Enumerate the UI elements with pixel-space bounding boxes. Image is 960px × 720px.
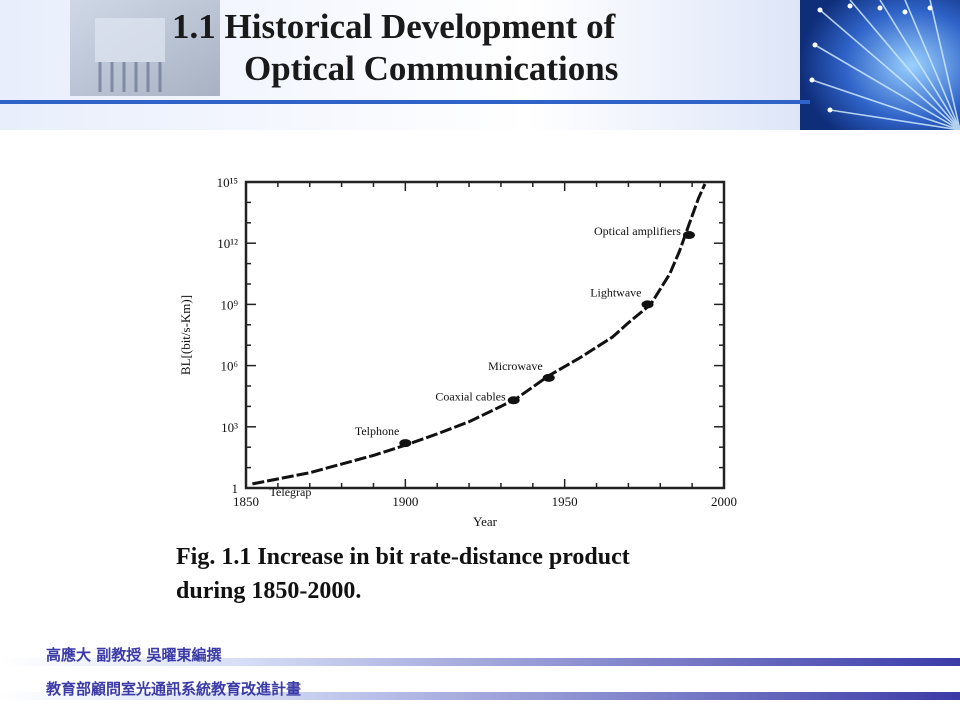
y-tick-label: 10¹² <box>217 236 238 251</box>
footer-program-line: 教育部顧問室光通訊系統教育改進計畫 <box>46 680 302 698</box>
milestone-marker <box>399 439 412 448</box>
figure-caption-line-1: Fig. 1.1 Increase in bit rate-distance p… <box>176 544 630 570</box>
circuit-chip-graphic <box>70 0 220 96</box>
y-axis-label: BL[(bit/s-Km)] <box>178 295 193 375</box>
y-tick-label: 10³ <box>221 420 238 435</box>
milestone-label: Optical amplifiers <box>594 224 681 238</box>
x-tick-label: 1950 <box>552 494 578 509</box>
slide-title-line-1: 1.1 Historical Development of <box>172 7 616 46</box>
x-axis-label: Year <box>473 514 498 529</box>
slide-title: 1.1 Historical Development of Optical Co… <box>0 6 960 90</box>
milestone-marker <box>507 396 520 405</box>
optical-fiber-bundle-graphic <box>800 0 960 130</box>
y-tick-label: 10⁶ <box>220 359 238 374</box>
y-tick-label: 1 <box>232 481 239 496</box>
figure-caption: Fig. 1.1 Increase in bit rate-distance p… <box>176 540 816 608</box>
milestone-marker <box>641 300 654 309</box>
figure-caption-line-2: during 1850-2000. <box>176 578 362 604</box>
milestone-label: Coaxial cables <box>435 389 506 403</box>
footer-stripes <box>0 658 960 700</box>
y-tick-label: 10¹⁵ <box>217 175 238 190</box>
milestone-label: Telegrap <box>270 485 312 499</box>
milestone-label: Telphone <box>355 424 399 438</box>
title-underline-bar <box>0 100 810 104</box>
footer-author-line: 高應大 副教授 吳曜東編撰 <box>46 646 222 664</box>
x-tick-label: 2000 <box>711 494 737 509</box>
milestone-label: Lightwave <box>590 285 641 299</box>
x-tick-label: 1850 <box>233 494 259 509</box>
title-banner <box>0 0 960 130</box>
growth-curve <box>252 183 707 486</box>
bit-rate-distance-chart: 1850 1900 1950 2000 1 10³ 10⁶ 10⁹ 10¹² 10¹⁵ Year BL… <box>178 175 737 529</box>
milestone-marker <box>542 373 555 382</box>
slide-title-line-2: Optical Communications <box>244 49 619 88</box>
x-tick-label: 1900 <box>392 494 418 509</box>
footer: 高應大 副教授 吳曜東編撰 教育部顧問室光通訊系統教育改進計畫 <box>0 630 960 720</box>
milestone-marker <box>682 231 695 240</box>
plot-frame <box>244 180 726 490</box>
y-tick-label: 10⁹ <box>220 297 238 312</box>
milestone-label: Microwave <box>488 359 543 373</box>
